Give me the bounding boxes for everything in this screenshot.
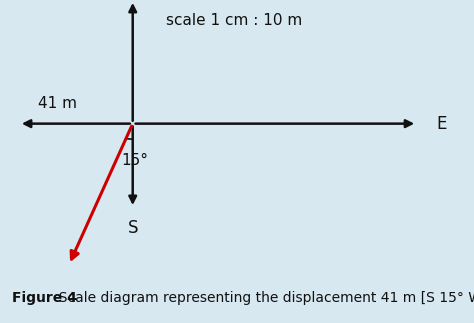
Text: 15°: 15°	[121, 153, 148, 168]
Text: Figure 4: Figure 4	[12, 291, 77, 305]
Text: E: E	[436, 115, 447, 133]
Text: Scale diagram representing the displacement 41 m [S 15° W]: Scale diagram representing the displacem…	[50, 291, 474, 305]
Text: 41 m: 41 m	[38, 97, 77, 111]
Text: scale 1 cm : 10 m: scale 1 cm : 10 m	[166, 13, 302, 28]
Text: S: S	[128, 219, 138, 237]
